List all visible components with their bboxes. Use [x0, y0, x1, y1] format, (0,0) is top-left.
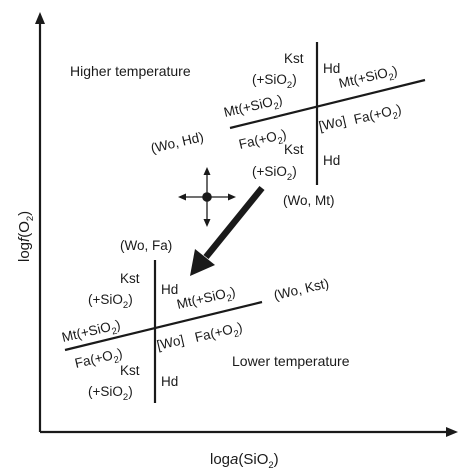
upper-wo-bracket: [Wo] [317, 113, 347, 134]
lower-wo-kst: (Wo, Kst) [272, 276, 330, 303]
lower-wo-bracket: [Wo] [155, 332, 185, 353]
upper-wo-mt: (Wo, Mt) [283, 193, 335, 208]
y-axis-label: logf(O2) [16, 211, 36, 262]
lower-hd-top: Hd [161, 282, 178, 297]
upper-hd-bottom: Hd [323, 153, 340, 168]
lower-region-label: Lower temperature [232, 353, 350, 369]
lower-sio2-bottom: (+SiO2) [88, 384, 133, 403]
shift-arrow [190, 185, 265, 276]
crosshair-icon [178, 167, 236, 227]
upper-fa-left: Fa(+O2) [237, 126, 288, 155]
lower-fa-left: Fa(+O2) [73, 345, 124, 374]
lower-kst-top: Kst [120, 271, 140, 286]
upper-sio2-bottom: (+SiO2) [252, 164, 297, 183]
upper-region-label: Higher temperature [70, 63, 191, 79]
upper-sloped-reaction-line [229, 78, 426, 130]
upper-fa-right: Fa(+O2) [352, 101, 403, 130]
lower-fa-right: Fa(+O2) [193, 319, 244, 348]
upper-mt-left: Mt(+SiO2) [222, 92, 284, 124]
lower-sloped-reaction-line [64, 300, 263, 352]
upper-wo-hd: (Wo, Hd) [149, 129, 205, 156]
upper-mt-right: Mt(+SiO2) [337, 63, 399, 95]
lower-kst-bottom: Kst [120, 363, 140, 378]
x-axis-label: loga(SiO2) [210, 451, 279, 471]
lower-sio2-top: (+SiO2) [88, 292, 133, 311]
upper-kst-top: Kst [284, 51, 304, 66]
lower-hd-bottom: Hd [161, 374, 178, 389]
upper-hd-top: Hd [323, 61, 340, 76]
upper-sio2-top: (+SiO2) [252, 72, 297, 91]
upper-kst-bottom: Kst [284, 142, 304, 157]
lower-wo-fa: (Wo, Fa) [120, 238, 172, 253]
